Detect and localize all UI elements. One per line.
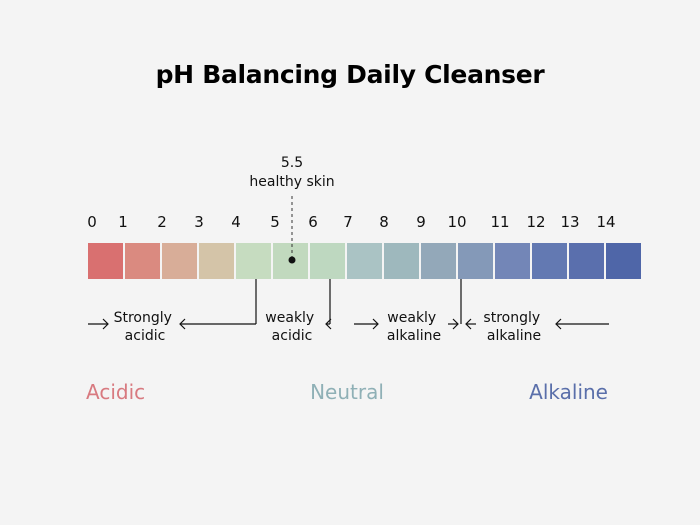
ph-segment: [384, 243, 419, 279]
marker-label: healthy skin: [249, 174, 334, 190]
healthy-skin-marker: 5.5 healthy skin: [249, 155, 335, 264]
tick-label: 0: [87, 213, 97, 231]
range-label-strongly-acidic: Strongly acidic: [114, 310, 177, 344]
ph-segment: [421, 243, 456, 279]
tick-label: 5: [270, 213, 280, 231]
ph-color-bar: [88, 243, 641, 279]
range-labels: Strongly acidic weakly acidic weakly alk…: [114, 310, 544, 344]
tick-labels: 0 1 2 3 4 5 6 7 8 9 10 11 12 13 14: [87, 213, 615, 231]
tick-label: 6: [308, 213, 318, 231]
arrowhead: [179, 318, 186, 330]
ph-segment: [199, 243, 234, 279]
ph-segment: [125, 243, 160, 279]
range-line: alkaline: [487, 328, 541, 344]
tick-label: 2: [157, 213, 167, 231]
ph-segment: [458, 243, 493, 279]
arrowhead: [452, 318, 459, 330]
marker-value: 5.5: [281, 155, 303, 171]
page-title: pH Balancing Daily Cleanser: [155, 60, 545, 89]
range-line: weakly: [265, 310, 314, 326]
range-label-weakly-acidic: weakly acidic: [265, 310, 318, 344]
tick-label: 14: [596, 213, 615, 231]
tick-label: 13: [560, 213, 579, 231]
range-line: strongly: [483, 310, 540, 326]
ph-segment: [236, 243, 271, 279]
range-label-strongly-alkaline: strongly alkaline: [483, 310, 544, 344]
tick-label: 10: [447, 213, 466, 231]
tick-label: 8: [379, 213, 389, 231]
tick-label: 11: [490, 213, 509, 231]
range-line: acidic: [272, 328, 313, 344]
tick-label: 7: [343, 213, 353, 231]
arrowhead: [325, 318, 332, 330]
tick-label: 4: [231, 213, 241, 231]
range-line: weakly: [387, 310, 436, 326]
zone-label-alkaline: Alkaline: [529, 380, 608, 404]
range-label-weakly-alkaline: weakly alkaline: [387, 310, 441, 344]
range-line: Strongly: [114, 310, 172, 326]
zone-label-acidic: Acidic: [86, 380, 145, 404]
range-line: acidic: [125, 328, 166, 344]
range-line: alkaline: [387, 328, 441, 344]
ph-segment: [310, 243, 345, 279]
ph-segment: [162, 243, 197, 279]
zone-label-neutral: Neutral: [310, 380, 384, 404]
ph-segment: [606, 243, 641, 279]
arrowhead: [102, 318, 109, 330]
tick-label: 12: [526, 213, 545, 231]
arrowhead: [465, 318, 472, 330]
ph-segment: [569, 243, 604, 279]
tick-label: 9: [416, 213, 426, 231]
arrowhead: [372, 318, 379, 330]
tick-label: 1: [118, 213, 128, 231]
ph-segment: [88, 243, 123, 279]
arrowhead: [555, 318, 562, 330]
range-arrows: [88, 279, 609, 330]
marker-dot: [288, 256, 296, 264]
zone-labels: Acidic Neutral Alkaline: [86, 380, 608, 404]
tick-label: 3: [194, 213, 204, 231]
ph-segment: [347, 243, 382, 279]
ph-segment: [495, 243, 530, 279]
ph-segment: [532, 243, 567, 279]
